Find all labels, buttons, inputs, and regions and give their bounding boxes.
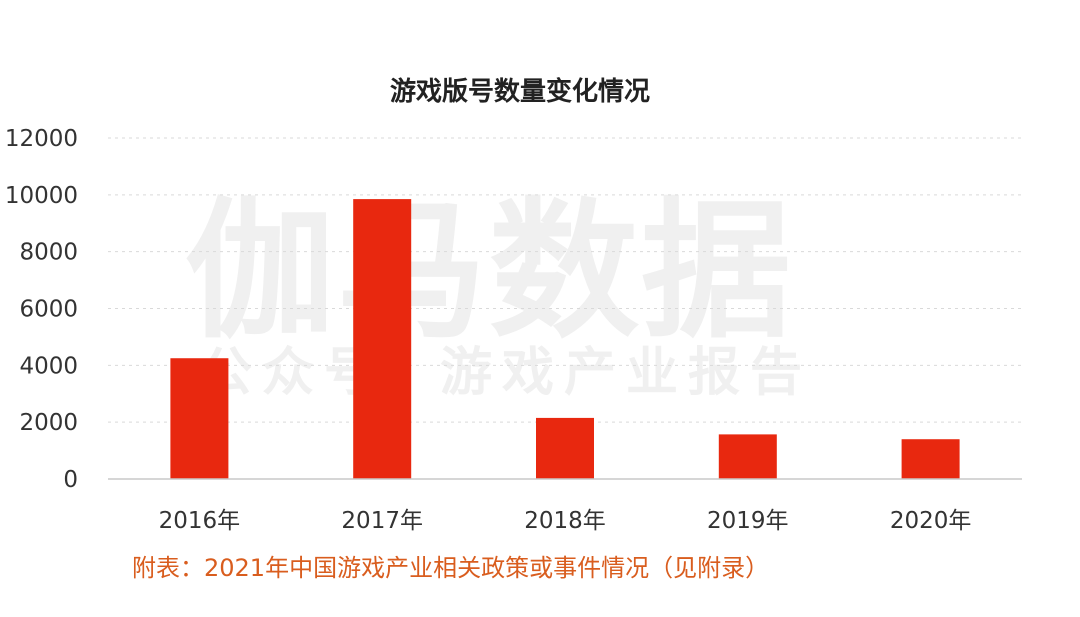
footer-note: 附表：2021年中国游戏产业相关政策或事件情况（见附录） — [132, 548, 769, 583]
y-tick-label: 6000 — [19, 297, 78, 323]
y-tick-label: 10000 — [5, 183, 78, 209]
x-tick-label: 2017年 — [341, 508, 423, 534]
bar-3 — [536, 418, 594, 479]
x-tick-label: 2019年 — [707, 508, 789, 534]
bar-4 — [719, 434, 777, 479]
y-tick-label: 12000 — [5, 126, 78, 152]
x-tick-label: 2020年 — [890, 508, 972, 534]
y-tick-label: 4000 — [19, 353, 78, 379]
y-axis-ticks: 0 2000 4000 6000 8000 10000 12000 — [5, 126, 78, 493]
grid-lines — [108, 138, 1022, 422]
bar-2 — [353, 199, 411, 479]
x-tick-label: 2018年 — [524, 508, 606, 534]
y-tick-label: 8000 — [19, 240, 78, 266]
bar-5 — [902, 439, 960, 479]
y-tick-label: 0 — [63, 467, 78, 493]
chart-title: 游戏版号数量变化情况 — [390, 76, 650, 107]
x-axis-ticks: 2016年 2017年 2018年 2019年 2020年 — [159, 508, 972, 534]
y-tick-label: 2000 — [19, 410, 78, 436]
x-tick-label: 2016年 — [159, 508, 241, 534]
bars — [170, 199, 959, 479]
bar-1 — [170, 358, 228, 479]
